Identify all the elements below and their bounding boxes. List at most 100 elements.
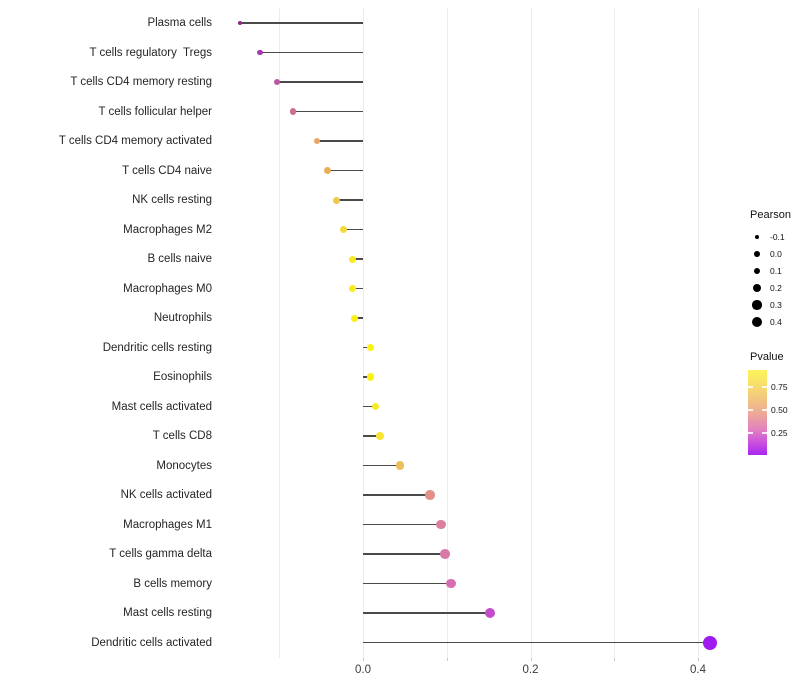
lollipop-stem bbox=[316, 140, 363, 142]
data-point bbox=[446, 578, 456, 589]
x-axis-tick bbox=[530, 658, 532, 661]
pearson-legend-label: 0.4 bbox=[770, 317, 782, 327]
pearson-legend-dot bbox=[754, 234, 760, 240]
pearson-legend-dot bbox=[752, 300, 762, 310]
data-point bbox=[348, 255, 356, 263]
pvalue-colorbar-tick bbox=[748, 432, 753, 434]
lollipop-stem bbox=[363, 494, 430, 496]
data-point bbox=[366, 343, 375, 352]
y-axis-label: Monocytes bbox=[156, 459, 212, 472]
y-axis-label: T cells CD4 naive bbox=[122, 164, 212, 177]
data-point bbox=[395, 461, 404, 470]
x-axis-tick bbox=[363, 658, 364, 661]
data-point bbox=[440, 549, 450, 559]
pvalue-colorbar-tick bbox=[762, 409, 767, 411]
pvalue-legend-label: 0.75 bbox=[771, 382, 788, 392]
lollipop-stem bbox=[292, 110, 363, 113]
pvalue-colorbar-tick bbox=[748, 409, 753, 411]
y-axis-label: Macrophages M1 bbox=[123, 518, 212, 531]
y-axis-label: T cells follicular helper bbox=[98, 105, 212, 118]
pearson-legend-dot bbox=[754, 251, 760, 257]
data-point bbox=[371, 402, 380, 411]
y-axis-label: Macrophages M2 bbox=[123, 223, 212, 236]
lollipop-stem bbox=[336, 199, 363, 201]
y-axis-label: Dendritic cells resting bbox=[102, 341, 212, 354]
pvalue-legend-label: 0.25 bbox=[771, 428, 788, 438]
x-axis-tick-label: 0.2 bbox=[522, 664, 539, 676]
y-axis-label: NK cells resting bbox=[132, 194, 212, 206]
pvalue-colorbar bbox=[748, 370, 767, 455]
gridline bbox=[446, 8, 448, 658]
lollipop-stem bbox=[343, 228, 363, 231]
y-axis-label: NK cells activated bbox=[120, 489, 212, 501]
data-point bbox=[237, 20, 242, 26]
x-axis-tick bbox=[446, 658, 448, 661]
data-point bbox=[485, 607, 496, 619]
lollipop-stem bbox=[239, 22, 363, 24]
data-point bbox=[257, 49, 263, 56]
y-axis-label: Neutrophils bbox=[153, 312, 212, 324]
y-axis-label: Eosinophils bbox=[153, 371, 212, 383]
y-axis-label: Plasma cells bbox=[147, 17, 212, 29]
data-point bbox=[348, 284, 356, 293]
y-axis-label: Dendritic cells activated bbox=[91, 636, 212, 649]
lollipop-stem bbox=[363, 612, 491, 614]
pearson-legend-dot bbox=[753, 284, 761, 292]
y-axis-label: T cells CD4 memory activated bbox=[58, 135, 212, 147]
data-point bbox=[323, 167, 331, 174]
lollipop-stem bbox=[276, 81, 363, 83]
data-point bbox=[351, 314, 359, 322]
lollipop-stem bbox=[327, 169, 363, 172]
pearson-legend-dot bbox=[751, 316, 763, 328]
lollipop-stem bbox=[363, 582, 451, 585]
data-point bbox=[375, 432, 384, 440]
lollipop-stem bbox=[363, 464, 400, 467]
pearson-legend-label: 0.2 bbox=[770, 283, 782, 293]
y-axis-label: T cells gamma delta bbox=[109, 548, 212, 560]
pearson-legend-label: 0.1 bbox=[770, 266, 782, 276]
x-axis-tick bbox=[698, 658, 699, 661]
x-axis-tick bbox=[614, 658, 616, 661]
pvalue-legend-title: Pvalue bbox=[750, 351, 784, 363]
pearson-legend-label: 0.0 bbox=[770, 249, 782, 259]
data-point bbox=[340, 226, 348, 233]
x-axis-tick-label: 0.4 bbox=[690, 664, 706, 676]
pearson-legend-label: 0.3 bbox=[770, 300, 782, 310]
gridline bbox=[698, 8, 699, 658]
data-point bbox=[332, 196, 340, 204]
gridline bbox=[614, 8, 616, 658]
lollipop-stem bbox=[260, 51, 363, 54]
y-axis-label: Macrophages M0 bbox=[123, 282, 212, 295]
pvalue-colorbar-tick bbox=[762, 432, 767, 434]
lollipop-stem bbox=[363, 523, 441, 526]
data-point bbox=[366, 373, 375, 381]
data-point bbox=[289, 108, 296, 115]
y-axis-label: T cells regulatory Tregs bbox=[89, 46, 212, 59]
pearson-legend-dot bbox=[753, 267, 761, 275]
y-axis-label: B cells memory bbox=[133, 577, 212, 590]
pvalue-legend-label: 0.50 bbox=[771, 405, 788, 415]
gridline bbox=[530, 8, 532, 658]
pearson-legend-title: Pearson bbox=[750, 209, 791, 221]
data-point bbox=[702, 635, 717, 650]
y-axis-label: Mast cells resting bbox=[123, 607, 212, 619]
lollipop-stem bbox=[363, 641, 710, 644]
lollipop-stem bbox=[363, 553, 446, 555]
data-point bbox=[425, 490, 435, 500]
gridline bbox=[363, 8, 364, 658]
y-axis-label: T cells CD4 memory resting bbox=[70, 76, 212, 88]
pearson-legend-label: -0.1 bbox=[770, 232, 785, 242]
data-point bbox=[436, 519, 446, 530]
pvalue-colorbar-tick bbox=[762, 386, 767, 388]
data-point bbox=[313, 137, 321, 145]
lollipop-stem bbox=[352, 258, 363, 260]
data-point bbox=[273, 78, 280, 86]
pvalue-colorbar-tick bbox=[748, 386, 753, 388]
y-axis-label: T cells CD8 bbox=[152, 430, 212, 442]
y-axis-label: B cells naive bbox=[147, 253, 212, 265]
y-axis-label: Mast cells activated bbox=[111, 400, 212, 413]
gridline bbox=[279, 8, 281, 658]
lollipop-stem bbox=[363, 435, 380, 437]
lollipop-stem bbox=[352, 287, 363, 290]
